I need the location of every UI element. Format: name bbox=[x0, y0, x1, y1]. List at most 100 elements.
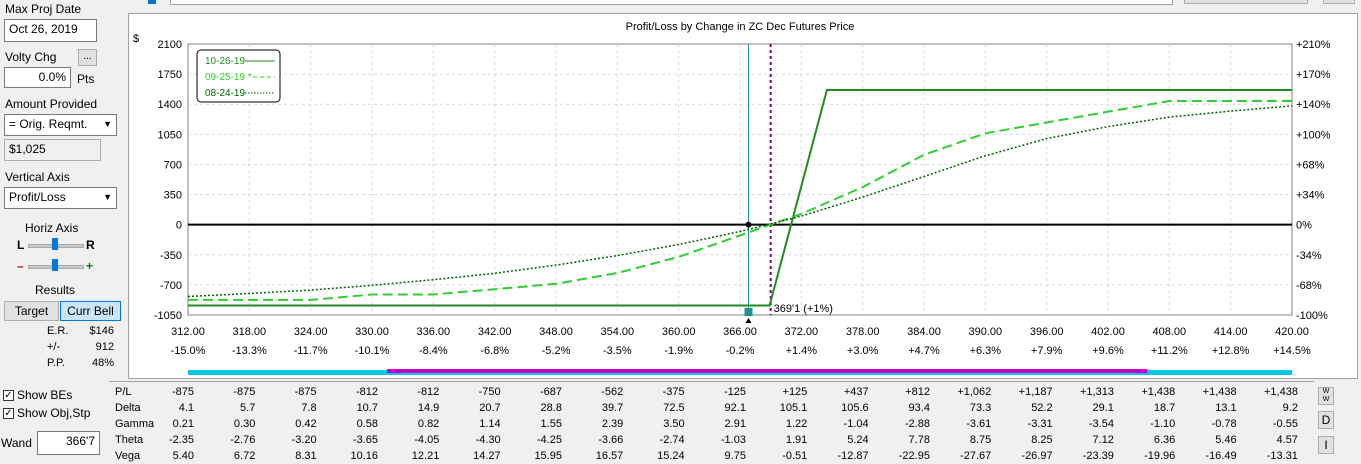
side-i-button[interactable]: I bbox=[1318, 436, 1334, 454]
stat-value: 912 bbox=[95, 341, 114, 353]
y-tick-label-left: -1050 bbox=[154, 310, 182, 322]
y-tick-label-right: 0% bbox=[1296, 220, 1312, 232]
greeks-cell: 7.12 bbox=[1092, 434, 1114, 446]
greeks-cell: -875 bbox=[171, 386, 194, 398]
greeks-cell: 105.1 bbox=[779, 402, 808, 414]
target-button[interactable]: Target bbox=[4, 301, 59, 321]
greeks-cell: -812 bbox=[355, 386, 378, 398]
greeks-cell: 29.1 bbox=[1092, 402, 1114, 414]
toolbar-button[interactable] bbox=[1184, 0, 1308, 4]
amount-provided-select[interactable]: = Orig. Reqmt. ▼ bbox=[4, 114, 117, 136]
show-obj-checkbox[interactable]: ✓ bbox=[3, 408, 14, 419]
side-d-button[interactable]: D bbox=[1318, 411, 1334, 429]
chart-svg[interactable]: Profit/Loss by Change in ZC Dec Futures … bbox=[129, 14, 1359, 380]
series-line-102619 bbox=[188, 89, 1292, 307]
show-bes-checkbox[interactable]: ✓ bbox=[3, 390, 14, 401]
y-tick-label-right: -68% bbox=[1296, 280, 1322, 292]
greeks-cell: -4.30 bbox=[475, 434, 501, 446]
y-tick-label-right: -34% bbox=[1296, 250, 1322, 262]
greeks-cell: -0.51 bbox=[782, 450, 808, 462]
greeks-cell: 6.36 bbox=[1153, 434, 1176, 446]
y-tick-label-right: +100% bbox=[1296, 129, 1331, 141]
x-tick-label: 330.00 bbox=[355, 326, 389, 338]
greeks-row-label: Vega bbox=[115, 450, 141, 462]
wand-input[interactable]: 366'7 bbox=[37, 431, 100, 455]
toolbar-button[interactable] bbox=[1323, 0, 1355, 4]
volty-chg-input[interactable]: 0.0% bbox=[4, 67, 71, 88]
x-pct-tick-label: +11.2% bbox=[1151, 345, 1188, 357]
x-tick-label: 354.00 bbox=[601, 326, 635, 338]
greeks-cell: +437 bbox=[843, 386, 869, 398]
greeks-cell: 105.6 bbox=[841, 402, 869, 414]
max-proj-date-input[interactable]: Oct 26, 2019 bbox=[4, 19, 97, 42]
amount-value-field: $1,025 bbox=[4, 139, 101, 161]
greeks-row-label: Gamma bbox=[115, 418, 155, 430]
series-line-092519 bbox=[188, 100, 1292, 301]
greeks-cell: 28.8 bbox=[540, 402, 562, 414]
greeks-cell: 10.7 bbox=[356, 402, 378, 414]
horiz-axis-label: Horiz Axis bbox=[25, 221, 79, 235]
greeks-cell: 0.21 bbox=[172, 418, 194, 430]
greeks-cell: -23.39 bbox=[1082, 450, 1114, 462]
x-pct-tick-label: -15.0% bbox=[171, 345, 206, 357]
y-tick-label-right: -100% bbox=[1296, 310, 1328, 322]
greeks-cell: -4.05 bbox=[414, 434, 440, 446]
greeks-row-label: Delta bbox=[115, 402, 141, 414]
max-proj-date-label: Max Proj Date bbox=[5, 2, 82, 16]
x-tick-label: 372.00 bbox=[785, 326, 819, 338]
x-tick-label: 336.00 bbox=[417, 326, 451, 338]
horiz-lr-slider-thumb[interactable] bbox=[52, 238, 58, 250]
greeks-cell: 20.7 bbox=[479, 402, 501, 414]
wand-label: Wand bbox=[1, 436, 32, 450]
toolbar-input[interactable] bbox=[170, 0, 1173, 5]
greeks-cell: 15.95 bbox=[534, 450, 562, 462]
greeks-cell: 2.91 bbox=[724, 418, 746, 430]
zoom-slider-thumb[interactable] bbox=[52, 259, 58, 271]
x-tick-label: 324.00 bbox=[294, 326, 328, 338]
greeks-cell: 8.31 bbox=[295, 450, 317, 462]
greeks-cell: -125 bbox=[723, 386, 746, 398]
greeks-cell: 0.58 bbox=[356, 418, 378, 430]
curr-bell-button[interactable]: Curr Bell bbox=[60, 301, 121, 321]
side-w-label: W bbox=[1322, 388, 1330, 395]
x-tick-label: 408.00 bbox=[1153, 326, 1187, 338]
x-pct-tick-label: +9.6% bbox=[1092, 345, 1124, 357]
x-pct-tick-label: +12.8% bbox=[1212, 345, 1250, 357]
greeks-cell: 9.2 bbox=[1282, 402, 1298, 414]
greeks-cell: +1,313 bbox=[1079, 386, 1114, 398]
x-pct-tick-label: +7.9% bbox=[1031, 345, 1063, 357]
results-stats: E.R. $146 +/- 912 P.P. 48% bbox=[44, 323, 116, 373]
greeks-cell: -375 bbox=[662, 386, 685, 398]
x-tick-label: 378.00 bbox=[846, 326, 880, 338]
toolbar-slider-thumb[interactable] bbox=[148, 0, 156, 4]
y-axis-label: $ bbox=[133, 33, 139, 45]
greeks-cell: +125 bbox=[782, 386, 808, 398]
greeks-cell: -16.49 bbox=[1205, 450, 1237, 462]
range-bar-magenta bbox=[387, 369, 1147, 373]
show-obj-label: Show Obj,Stp bbox=[17, 406, 91, 420]
greeks-cell: 4.57 bbox=[1276, 434, 1298, 446]
greeks-cell: 14.27 bbox=[473, 450, 501, 462]
greeks-cell: -875 bbox=[233, 386, 256, 398]
greeks-cell: -2.88 bbox=[904, 418, 930, 430]
volty-more-button[interactable]: ... bbox=[78, 49, 97, 66]
stat-label: E.R. bbox=[47, 325, 69, 337]
profit-loss-chart[interactable]: Profit/Loss by Change in ZC Dec Futures … bbox=[128, 13, 1358, 379]
greeks-cell: +1,187 bbox=[1018, 386, 1053, 398]
greeks-cell: 5.24 bbox=[847, 434, 869, 446]
chevron-down-icon: ▼ bbox=[103, 192, 112, 202]
greeks-cell: 5.40 bbox=[172, 450, 194, 462]
greeks-cell: -2.76 bbox=[230, 434, 256, 446]
greeks-cell: 15.24 bbox=[657, 450, 685, 462]
greeks-cell: 1.91 bbox=[785, 434, 808, 446]
greeks-cell: 14.9 bbox=[417, 402, 440, 414]
vertical-axis-select[interactable]: Profit/Loss ▼ bbox=[4, 187, 117, 209]
x-pct-tick-label: -3.5% bbox=[603, 345, 632, 357]
greeks-cell: 7.8 bbox=[301, 402, 317, 414]
greeks-cell: 2.39 bbox=[601, 418, 624, 430]
greeks-cell: -687 bbox=[539, 386, 562, 398]
chevron-down-icon: ▼ bbox=[103, 119, 112, 129]
greeks-cell: -22.95 bbox=[898, 450, 930, 462]
greeks-row-label: Theta bbox=[115, 434, 144, 446]
